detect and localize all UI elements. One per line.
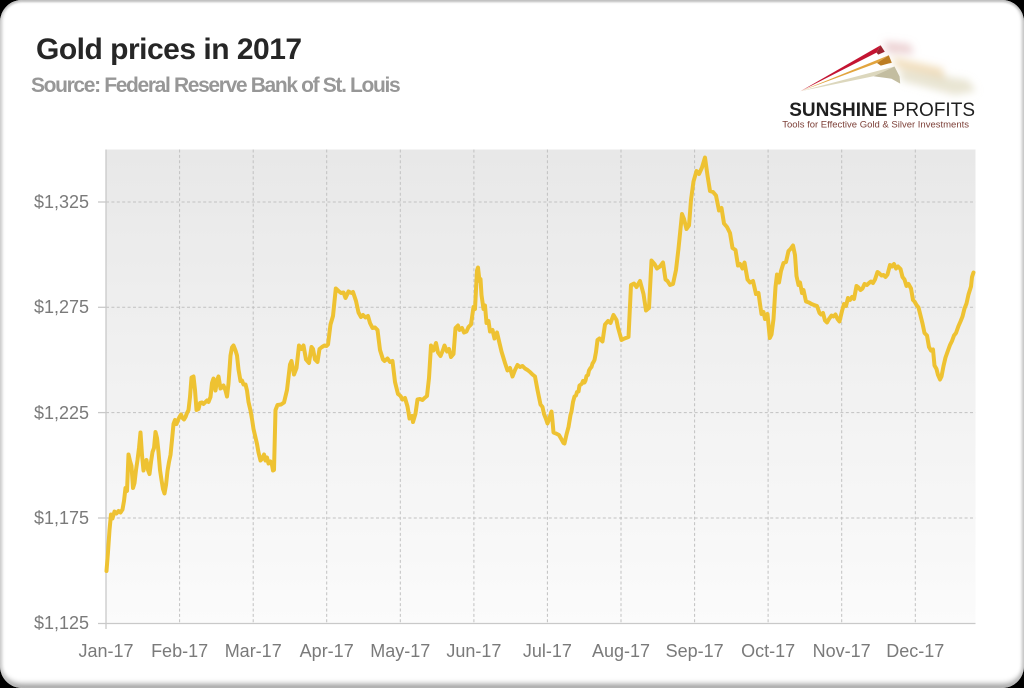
- svg-text:$1,225: $1,225: [34, 403, 89, 423]
- svg-text:Jun-17: Jun-17: [446, 641, 501, 661]
- svg-text:Sep-17: Sep-17: [666, 641, 724, 661]
- svg-text:$1,275: $1,275: [34, 297, 89, 317]
- svg-text:Nov-17: Nov-17: [813, 641, 871, 661]
- svg-text:Oct-17: Oct-17: [741, 641, 795, 661]
- svg-text:Apr-17: Apr-17: [300, 641, 354, 661]
- svg-text:Mar-17: Mar-17: [225, 641, 282, 661]
- svg-text:Feb-17: Feb-17: [151, 641, 208, 661]
- svg-text:$1,325: $1,325: [34, 192, 89, 212]
- svg-text:Jan-17: Jan-17: [78, 641, 133, 661]
- svg-text:Aug-17: Aug-17: [592, 641, 650, 661]
- svg-text:Dec-17: Dec-17: [886, 641, 944, 661]
- svg-text:May-17: May-17: [370, 641, 430, 661]
- svg-text:SUNSHINE PROFITS: SUNSHINE PROFITS: [789, 100, 975, 121]
- svg-text:Jul-17: Jul-17: [523, 641, 572, 661]
- svg-text:$1,175: $1,175: [34, 508, 89, 528]
- svg-text:$1,125: $1,125: [34, 613, 89, 633]
- svg-text:Tools for Effective Gold & Sil: Tools for Effective Gold & Silver Invest…: [782, 120, 969, 131]
